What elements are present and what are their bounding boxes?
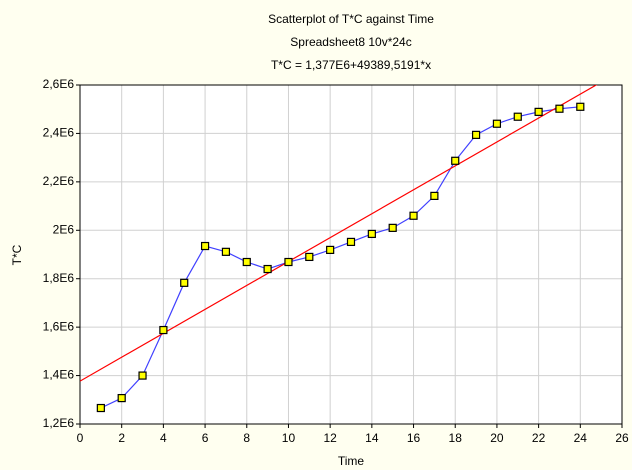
point <box>346 237 356 247</box>
point <box>326 245 335 254</box>
x-tick-label: 26 <box>615 431 629 445</box>
x-tick-label: 22 <box>532 431 546 445</box>
y-tick-label: 2,4E6 <box>43 126 75 140</box>
point <box>492 119 502 128</box>
point <box>305 252 314 262</box>
point <box>555 104 564 113</box>
point <box>388 223 397 232</box>
point <box>96 403 105 413</box>
x-axis-label: Time <box>338 454 365 468</box>
point <box>117 393 126 403</box>
plot-frame <box>79 84 623 425</box>
y-tick-label: 2,6E6 <box>43 77 75 91</box>
point <box>534 107 543 116</box>
y-tick-label: 1,8E6 <box>43 271 75 285</box>
x-tick-label: 2 <box>118 431 125 445</box>
point <box>576 102 585 111</box>
y-tick-label: 1,6E6 <box>43 319 75 333</box>
point <box>159 325 168 335</box>
x-tick-label: 0 <box>77 431 84 445</box>
point <box>242 257 251 267</box>
x-tick-label: 16 <box>407 431 421 445</box>
equation: T*C = 1,377E6+49389,5191*x <box>271 58 431 72</box>
x-tick-label: 20 <box>490 431 504 445</box>
y-tick-label: 2E6 <box>53 222 75 236</box>
x-tick-label: 12 <box>323 431 337 445</box>
point <box>180 278 189 287</box>
y-tick-label: 1,2E6 <box>43 416 75 430</box>
point <box>430 191 439 201</box>
point <box>451 156 460 165</box>
x-tick-label: 24 <box>574 431 588 445</box>
y-tick-label: 1,4E6 <box>43 368 75 382</box>
fit-line <box>80 85 598 382</box>
point <box>138 371 147 380</box>
point <box>284 257 293 267</box>
y-tick-label: 2,2E6 <box>43 174 75 188</box>
fit-group <box>80 85 598 382</box>
point <box>471 130 481 139</box>
point <box>367 229 376 239</box>
point <box>409 211 418 220</box>
x-tick-label: 8 <box>243 431 250 445</box>
point <box>221 247 231 256</box>
x-tick-label: 10 <box>282 431 296 445</box>
x-tick-label: 4 <box>160 431 167 445</box>
point <box>263 264 272 274</box>
y-axis-label: T*C <box>10 244 24 265</box>
chart-title: Scatterplot of T*C against Time <box>268 12 434 26</box>
point <box>200 241 210 251</box>
x-tick-label: 14 <box>365 431 379 445</box>
point <box>513 112 522 121</box>
x-tick-label: 18 <box>449 431 463 445</box>
x-tick-label: 6 <box>202 431 209 445</box>
chart-subtitle: Spreadsheet8 10v*24c <box>290 35 411 49</box>
plot-area <box>80 85 622 424</box>
